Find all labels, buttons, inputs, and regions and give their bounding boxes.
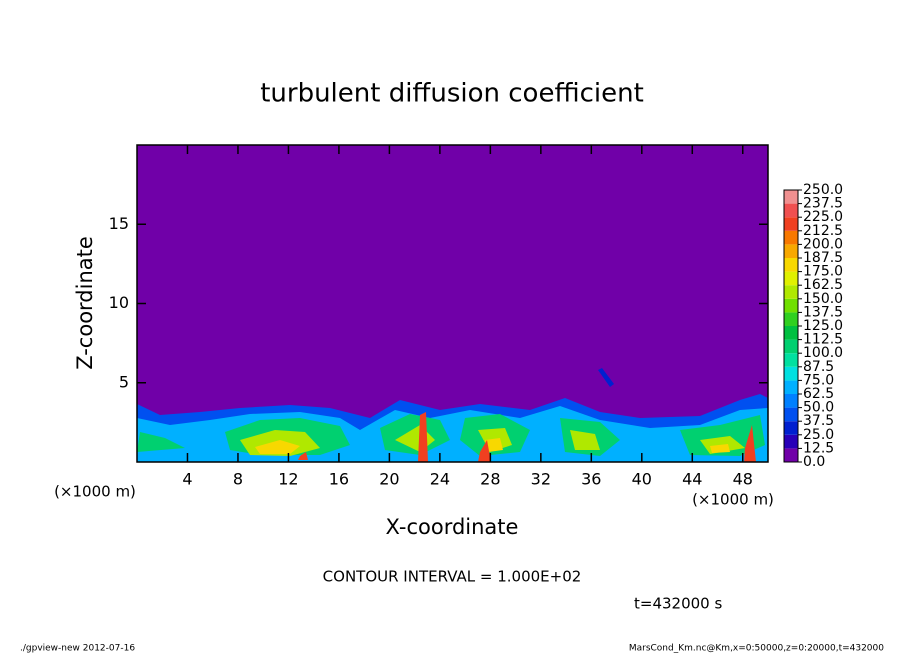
- colorbar-label: 225.0: [803, 209, 843, 225]
- colorbar-bin: [784, 203, 798, 218]
- colorbar-bin: [784, 366, 798, 381]
- colorbar-bin: [784, 217, 798, 231]
- colorbar-label: 200.0: [803, 236, 843, 252]
- chart-title: turbulent diffusion coefficient: [260, 79, 644, 109]
- colorbar-bin: [784, 407, 798, 422]
- colorbar-bin: [784, 380, 798, 394]
- colorbar-bin: [784, 312, 798, 326]
- x-tick-label: 16: [329, 470, 349, 489]
- colorbar-bin: [784, 339, 798, 354]
- colorbar-bin: [784, 448, 798, 462]
- x-tick-label: 32: [531, 470, 551, 489]
- time-label: t=432000 s: [634, 595, 722, 613]
- colorbar-label: 100.0: [803, 345, 843, 361]
- colorbar-label: 50.0: [803, 400, 834, 416]
- colorbar-label: 12.5: [803, 440, 834, 456]
- colorbar-label: 212.5: [803, 223, 843, 239]
- field: [137, 145, 768, 462]
- x-tick-label: 24: [430, 470, 450, 489]
- colorbar-bin: [784, 421, 798, 435]
- x-tick-label: 28: [480, 470, 500, 489]
- colorbar-label: 237.5: [803, 196, 843, 212]
- colorbar-bin: [784, 258, 798, 272]
- y-tick-label: 10: [109, 293, 129, 312]
- colorbar-bin: [784, 298, 798, 313]
- x-tick-label: 48: [733, 470, 753, 489]
- y-tick-label: 15: [109, 214, 129, 233]
- colorbar-bin: [784, 394, 798, 408]
- colorbar-label: 175.0: [803, 264, 843, 280]
- colorbar-bin: [784, 244, 798, 258]
- colorbar-label: 125.0: [803, 318, 843, 334]
- x-tick-label: 8: [233, 470, 243, 489]
- x-tick-label: 36: [581, 470, 601, 489]
- colorbar-label: 25.0: [803, 427, 834, 443]
- x-tick-label: 20: [379, 470, 399, 489]
- x-unit-left: (×1000 m): [54, 483, 136, 501]
- colorbar-label: 75.0: [803, 372, 834, 388]
- colorbar-label: 0.0: [803, 454, 825, 470]
- colorbar-label: 112.5: [803, 332, 843, 348]
- footer-left: ./gpview-new 2012-07-16: [20, 644, 135, 654]
- colorbar-label: 37.5: [803, 413, 834, 429]
- layer-yellow: [255, 438, 730, 454]
- x-tick-label: 40: [632, 470, 652, 489]
- colorbar-label: 162.5: [803, 277, 843, 293]
- contour-interval: CONTOUR INTERVAL = 1.000E+02: [323, 568, 582, 586]
- y-tick-label: 5: [119, 372, 129, 391]
- colorbar-label: 250.0: [803, 182, 843, 198]
- x-unit-right: (×1000 m): [692, 491, 774, 509]
- field-patch: [598, 368, 614, 387]
- colorbar-bin: [784, 326, 798, 340]
- colorbar-bin: [784, 271, 798, 286]
- footer-right: MarsCond_Km.nc@Km,x=0:50000,z=0:20000,t=…: [629, 644, 884, 654]
- colorbar-bin: [784, 353, 798, 367]
- x-tick-label: 44: [682, 470, 702, 489]
- x-axis-label: X-coordinate: [386, 515, 519, 539]
- colorbar-bin: [784, 190, 798, 204]
- x-tick-label: 4: [182, 470, 192, 489]
- colorbar-label: 187.5: [803, 250, 843, 266]
- colorbar-bin: [784, 434, 798, 449]
- colorbar-label: 137.5: [803, 304, 843, 320]
- colorbar-label: 62.5: [803, 386, 834, 402]
- colorbar-label: 87.5: [803, 359, 834, 375]
- colorbar-bin: [784, 285, 798, 299]
- colorbar-label: 150.0: [803, 291, 843, 307]
- colorbar-bin: [784, 230, 798, 245]
- x-tick-label: 12: [278, 470, 298, 489]
- y-axis-label: Z-coordinate: [73, 236, 97, 370]
